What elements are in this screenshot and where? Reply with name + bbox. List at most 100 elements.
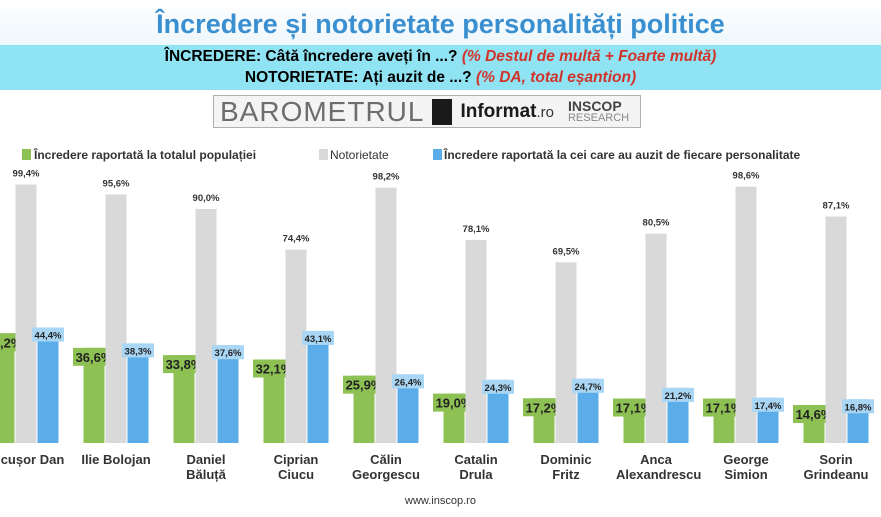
data-label: 16,8% bbox=[845, 402, 872, 413]
bar bbox=[465, 239, 487, 443]
data-label: 44,4% bbox=[35, 331, 62, 342]
data-label: 98,2% bbox=[373, 172, 400, 183]
data-label: 33,8% bbox=[166, 357, 203, 372]
data-label: 17,1% bbox=[706, 401, 743, 416]
data-label-box bbox=[32, 327, 64, 342]
subtitle-line: NOTORIETATE: Ați auzit de ...? (% DA, to… bbox=[0, 67, 881, 88]
data-label-box bbox=[793, 405, 835, 424]
logo-text: Informat bbox=[460, 100, 537, 122]
legend-label: Notorietate bbox=[330, 148, 389, 162]
data-label: 17,2% bbox=[526, 400, 563, 415]
data-label: 17,1% bbox=[616, 401, 653, 416]
bar bbox=[83, 347, 105, 443]
subtitle-label: ÎNCREDERE: Câtă încredere aveți în ...? bbox=[164, 48, 458, 65]
bar bbox=[37, 327, 59, 443]
logo-text: Informat.ro bbox=[460, 101, 554, 123]
data-label: 43,1% bbox=[305, 334, 332, 345]
data-label: 19,0% bbox=[436, 396, 473, 411]
data-label-box bbox=[752, 397, 784, 412]
data-label-box bbox=[662, 387, 694, 402]
data-label-box bbox=[212, 345, 244, 360]
logo-text: .ro bbox=[536, 103, 554, 121]
data-label: 38,3% bbox=[125, 346, 152, 357]
bar bbox=[825, 216, 847, 443]
data-label-box bbox=[703, 398, 745, 417]
data-label: 32,1% bbox=[256, 362, 293, 377]
legend-label: Încredere raportată la totalul populație… bbox=[33, 147, 256, 162]
x-tick-label: Catalin Drula bbox=[454, 452, 498, 482]
legend-label: Încredere raportată la cei care au auzit… bbox=[443, 147, 800, 162]
data-label: 80,5% bbox=[643, 218, 670, 229]
data-label: 24,3% bbox=[485, 383, 512, 394]
bar bbox=[263, 359, 285, 443]
data-label: 24,7% bbox=[575, 382, 602, 393]
logo-inscop: INSCOP RESEARCH bbox=[567, 97, 630, 124]
bar bbox=[105, 194, 127, 443]
bar bbox=[0, 333, 15, 443]
bar bbox=[15, 184, 37, 443]
bar bbox=[127, 343, 149, 443]
bar bbox=[285, 249, 307, 443]
data-label-box bbox=[163, 355, 205, 374]
x-tick-label: George Simion bbox=[723, 452, 769, 482]
data-label-box bbox=[343, 375, 385, 394]
data-label-box bbox=[253, 359, 295, 378]
data-label: 99,4% bbox=[13, 169, 40, 180]
logo-text: INSCOP bbox=[567, 97, 622, 114]
logo-text: RESEARCH bbox=[567, 111, 630, 124]
bar bbox=[307, 330, 329, 443]
x-tick-label: Nicușor Dan bbox=[0, 452, 65, 467]
x-tick-label: Călin Georgescu bbox=[352, 452, 420, 482]
data-label-box bbox=[122, 343, 154, 358]
bar bbox=[577, 378, 599, 443]
data-label: 78,1% bbox=[463, 224, 490, 235]
subtitle-line: ÎNCREDERE: Câtă încredere aveți în ...? … bbox=[0, 46, 881, 67]
data-label-box bbox=[73, 347, 115, 366]
bar bbox=[645, 233, 667, 443]
subtitle-note: (% Destul de multă + Foarte multă) bbox=[461, 48, 717, 65]
data-label-box bbox=[482, 379, 514, 394]
data-label: 25,9% bbox=[346, 378, 383, 393]
data-label-box bbox=[842, 399, 874, 414]
bar bbox=[555, 262, 577, 443]
x-tick-label: Ilie Bolojan bbox=[81, 452, 151, 467]
title: Încredere și notorietate personalități p… bbox=[156, 9, 725, 39]
logo-strip: BAROMETRUL Informat.ro INSCOP RESEARCH bbox=[213, 95, 641, 128]
bar bbox=[217, 345, 239, 443]
data-label: 37,6% bbox=[215, 348, 242, 359]
header: Încredere și notorietate personalități p… bbox=[0, 0, 881, 45]
data-label-box bbox=[613, 398, 655, 417]
x-tick-label: Daniel Băluță bbox=[186, 452, 226, 482]
data-label: 90,0% bbox=[193, 193, 220, 204]
subtitle-note: (% DA, total eșantion) bbox=[475, 69, 637, 86]
data-label-box bbox=[572, 378, 604, 393]
bar bbox=[735, 186, 757, 443]
x-tick-label: Dominic Fritz bbox=[540, 452, 592, 482]
bar bbox=[487, 379, 509, 443]
bar bbox=[173, 355, 195, 443]
legend-swatch bbox=[433, 149, 442, 160]
data-label: 26,4% bbox=[395, 377, 422, 388]
data-label: 95,6% bbox=[103, 178, 130, 189]
data-label: 87,1% bbox=[823, 201, 850, 212]
data-label: 98,6% bbox=[733, 171, 760, 182]
data-label: 17,4% bbox=[755, 401, 782, 412]
bar bbox=[375, 187, 397, 443]
footer: www.inscop.ro bbox=[405, 495, 476, 507]
data-label: 14,6% bbox=[796, 407, 833, 422]
legend-swatch bbox=[319, 149, 328, 160]
x-tick-label: Sorin Grindeanu bbox=[803, 452, 869, 482]
data-label: 74,4% bbox=[283, 234, 310, 245]
logo-icon bbox=[432, 98, 453, 125]
data-label-box bbox=[523, 398, 565, 417]
bar bbox=[195, 209, 217, 443]
subtitle-label: NOTORIETATE: Ați auzit de ...? bbox=[244, 69, 472, 86]
data-label: 21,2% bbox=[665, 391, 692, 402]
subtitle-band: ÎNCREDERE: Câtă încredere aveți în ...? … bbox=[0, 45, 881, 90]
data-label-box bbox=[392, 374, 424, 389]
x-tick-label: Anca Alexandrescu bbox=[616, 452, 702, 482]
data-label-box bbox=[433, 393, 475, 412]
bar bbox=[397, 374, 419, 443]
